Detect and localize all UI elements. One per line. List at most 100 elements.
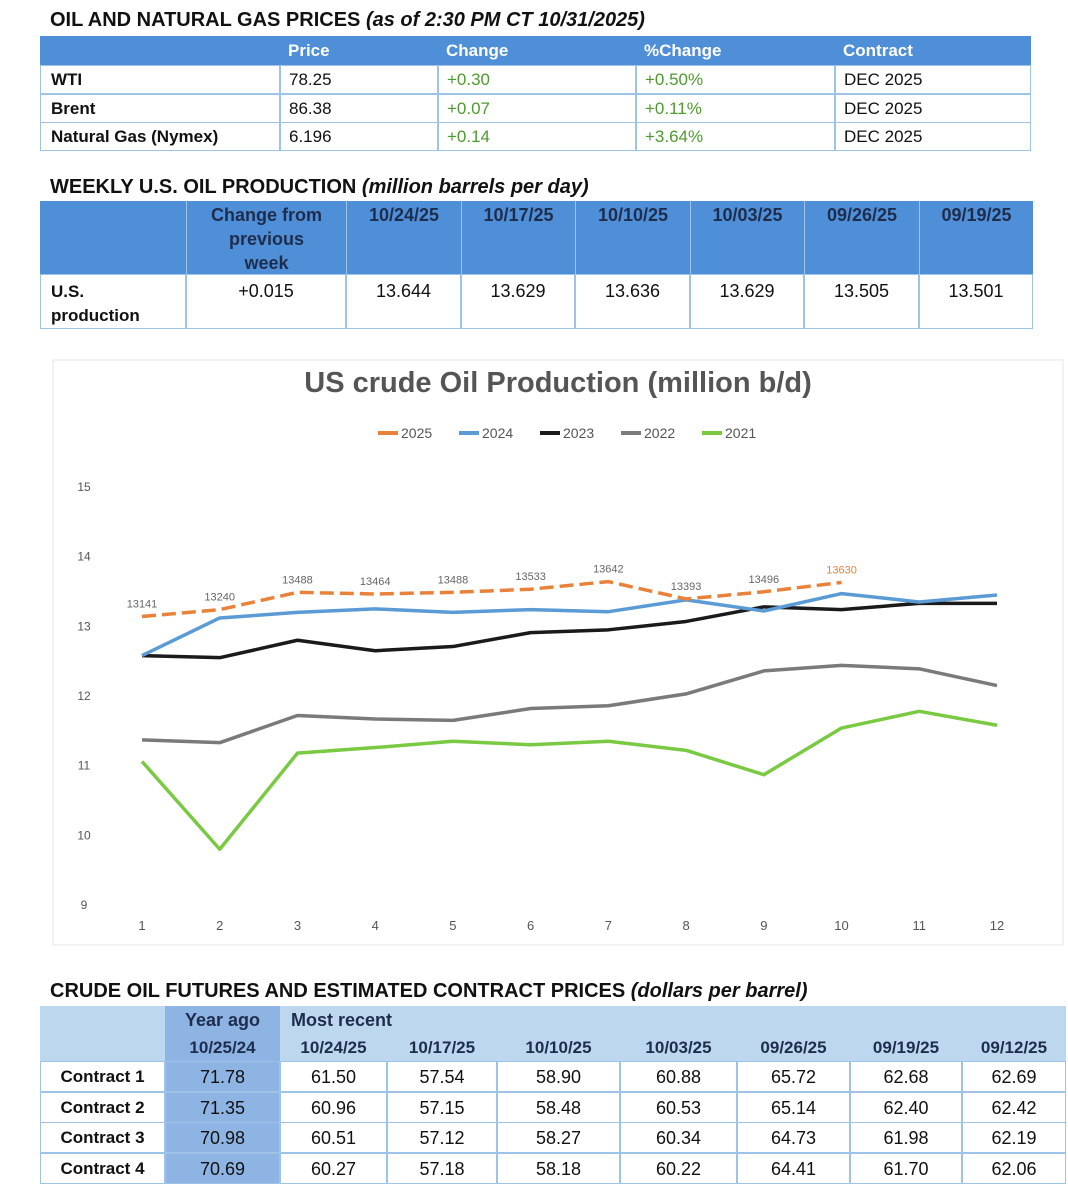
cell: 13.644 — [346, 274, 461, 329]
cell: 58.48 — [497, 1091, 620, 1123]
title-text: OIL AND NATURAL GAS PRICES — [50, 9, 361, 31]
cell: 64.73 — [737, 1122, 850, 1154]
cell: 60.88 — [620, 1061, 737, 1092]
x-tick-label: 12 — [990, 918, 1004, 933]
cell: 60.96 — [280, 1091, 387, 1123]
data-label: 13141 — [127, 599, 158, 611]
title-text: WEEKLY U.S. OIL PRODUCTION — [50, 176, 357, 198]
column-header: Change — [446, 41, 509, 60]
column-header: 10/17/25 — [408, 1038, 476, 1057]
cell: 60.34 — [620, 1122, 737, 1154]
cell: 65.72 — [737, 1061, 850, 1092]
column-header: 10/10/25 — [525, 1038, 592, 1057]
column-header: Year ago — [185, 1010, 261, 1030]
title-note: (as of 2:30 PM CT 10/31/2025) — [365, 9, 645, 31]
cell: 60.27 — [280, 1153, 387, 1185]
series-line — [141, 601, 997, 660]
legend-label: 2023 — [563, 425, 594, 441]
section-title: WEEKLY U.S. OIL PRODUCTION (million barr… — [50, 177, 589, 201]
header-bar — [40, 201, 1033, 274]
row-label: Contract 2 — [40, 1091, 165, 1123]
legend-label: 2022 — [644, 425, 675, 441]
x-tick-label: 8 — [682, 918, 689, 933]
cell: 62.68 — [850, 1061, 962, 1092]
header-bar — [165, 1006, 280, 1061]
cell: 13.629 — [461, 274, 575, 329]
cell: DEC 2025 — [835, 122, 1031, 151]
cell: 6.196 — [280, 122, 438, 151]
cell: +0.015 — [186, 274, 346, 329]
row-label: Contract 4 — [40, 1153, 165, 1185]
column-header: 09/26/25 — [760, 1038, 827, 1057]
x-tick-label: 6 — [527, 918, 534, 933]
data-label: 13488 — [438, 574, 469, 586]
section-title: OIL AND NATURAL GAS PRICES (as of 2:30 P… — [50, 10, 645, 34]
column-header: 10/17/25 — [461, 201, 575, 274]
cell: 61.98 — [850, 1122, 962, 1154]
cell: 58.90 — [497, 1061, 620, 1092]
legend-label: 2021 — [725, 425, 756, 441]
cell: +0.07 — [438, 93, 636, 123]
data-label: 13393 — [671, 581, 702, 593]
cell: 70.98 — [165, 1122, 280, 1154]
column-header: 10/10/25 — [575, 201, 690, 274]
header-bar — [40, 36, 1031, 65]
column-header: 09/19/25 — [872, 1038, 940, 1057]
data-label: 13240 — [204, 592, 235, 604]
column-header: Price — [288, 41, 330, 60]
column-header: 09/12/25 — [980, 1038, 1048, 1057]
row-label: Brent — [40, 93, 280, 123]
column-header: 09/19/25 — [919, 201, 1033, 274]
data-label: 13533 — [515, 571, 546, 583]
column-header: %Change — [644, 41, 722, 60]
x-tick-label: 7 — [605, 918, 612, 933]
cell: 57.12 — [387, 1122, 497, 1154]
column-header: 10/03/25 — [645, 1038, 712, 1057]
cell: 57.18 — [387, 1153, 497, 1185]
row-label: Contract 3 — [40, 1122, 165, 1154]
row-label: Contract 1 — [40, 1061, 165, 1092]
series-line — [140, 709, 998, 852]
cell: DEC 2025 — [835, 93, 1031, 123]
column-header: 10/25/24 — [189, 1038, 256, 1057]
y-tick-label: 13 — [77, 619, 91, 633]
y-tick-label: 10 — [77, 828, 91, 842]
cell: 58.27 — [497, 1122, 620, 1154]
cell: 61.50 — [280, 1061, 387, 1092]
column-header: Contract — [843, 41, 913, 60]
cell: 71.78 — [165, 1061, 280, 1092]
data-label: 13464 — [360, 576, 391, 588]
y-tick-label: 15 — [77, 480, 91, 494]
title-note: (million barrels per day) — [361, 176, 589, 198]
x-tick-label: 4 — [372, 918, 379, 933]
section-title: CRUDE OIL FUTURES AND ESTIMATED CONTRACT… — [50, 981, 807, 1005]
cell: 60.53 — [620, 1091, 737, 1123]
cell: +3.64% — [636, 122, 835, 151]
row-label: WTI — [40, 65, 280, 94]
cell: 60.51 — [280, 1122, 387, 1154]
cell: 13.501 — [919, 274, 1033, 329]
cell: DEC 2025 — [835, 65, 1031, 94]
cell: 65.14 — [737, 1091, 850, 1123]
column-header: Change from previous week — [186, 201, 346, 274]
cell: 64.41 — [737, 1153, 850, 1185]
series-line — [141, 591, 998, 658]
column-header: Most recent — [291, 1010, 393, 1030]
series-line — [141, 663, 998, 745]
cell: 62.40 — [850, 1091, 962, 1123]
title-note: (dollars per barrel) — [630, 980, 808, 1002]
series-line — [141, 579, 842, 619]
cell: 62.06 — [962, 1153, 1066, 1185]
cell: 62.19 — [962, 1122, 1066, 1154]
x-tick-label: 9 — [760, 918, 767, 933]
cell: 86.38 — [280, 93, 438, 123]
x-tick-label: 11 — [913, 918, 927, 933]
chart-frame — [52, 359, 1064, 946]
row-label: U.S. production — [40, 274, 186, 329]
cell: 13.636 — [575, 274, 690, 329]
x-tick-label: 3 — [294, 918, 301, 933]
cell: 61.70 — [850, 1153, 962, 1185]
y-tick-label: 14 — [77, 550, 91, 564]
x-tick-label: 1 — [138, 918, 145, 933]
cell: 57.15 — [387, 1091, 497, 1123]
